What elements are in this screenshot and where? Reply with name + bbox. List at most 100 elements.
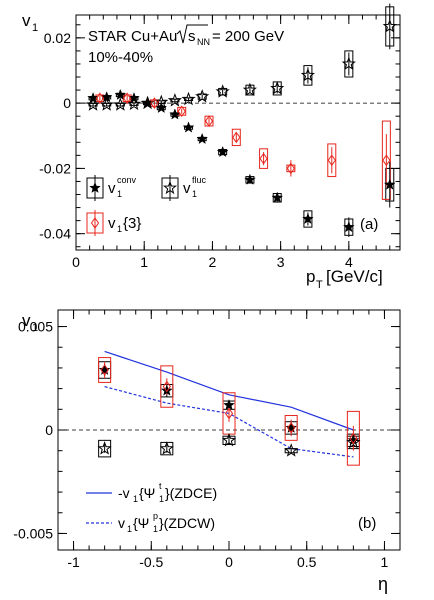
marker-conv	[216, 145, 229, 158]
marker-fluc	[159, 441, 174, 455]
legend-zdce-mid-sup: t	[159, 481, 162, 491]
panel-a-markers	[85, 18, 397, 233]
panel-a-axes: 0 1 2 3 4 -0.04 -0.02 0 0.02	[39, 15, 400, 270]
sys-box-v13	[98, 357, 112, 383]
sys-box-fluc	[98, 439, 112, 458]
legend-sub-v13: 1	[117, 224, 122, 234]
panel-b-axes: -1 -0.5 0 0.5 1 -0.005 0 0.005	[13, 310, 401, 570]
marker-v13	[123, 92, 132, 105]
marker-conv	[182, 121, 195, 133]
marker-v13	[327, 154, 336, 167]
marker-v13	[150, 97, 159, 109]
y-tick-label: 0.02	[44, 30, 71, 46]
x-tick-label: 3	[277, 254, 285, 270]
annotation-energy: = 200 GeV	[212, 28, 284, 45]
legend-item-zdce: -v 1 {Ψ t 1 }(ZDCE)	[86, 481, 217, 504]
marker-fluc	[346, 434, 361, 449]
marker-fluc	[215, 84, 230, 98]
x-tick-label: 0	[72, 254, 80, 270]
marker-conv	[271, 191, 284, 203]
marker-v13	[224, 407, 234, 420]
marker-conv	[302, 212, 314, 224]
x-tick-label: -1	[67, 554, 80, 570]
x-tick-label: -0.5	[139, 554, 163, 570]
marker-conv	[160, 384, 173, 396]
panel-a-label: (a)	[360, 216, 378, 233]
marker-conv	[114, 88, 127, 100]
marker-conv	[196, 132, 209, 145]
x-tick-label: 2	[209, 254, 217, 270]
legend-marker	[90, 217, 100, 229]
marker-v13	[232, 131, 241, 144]
panel-a-ylabel-sub: 1	[32, 22, 38, 34]
y-tick-label: -0.02	[39, 160, 71, 176]
marker-fluc	[167, 93, 182, 107]
panel-a-frame	[75, 14, 401, 251]
panel-a-xlabel-unit: [GeV/c]	[326, 267, 383, 286]
legend-marker-fluc	[161, 175, 179, 201]
marker-fluc	[97, 441, 112, 455]
marker-fluc	[195, 89, 210, 103]
marker-fluc	[341, 56, 356, 70]
legend-suffix-v13: {3}	[123, 215, 141, 232]
sys-box-conv	[303, 210, 313, 228]
panel-b-ylabel-sub: 1	[32, 322, 38, 334]
marker-fluc	[85, 97, 101, 111]
panel-b-xlabel: η	[378, 574, 388, 594]
panel-b-markers	[97, 363, 361, 457]
legend-item-zdcw: v 1 {Ψ p 1 }(ZDCW)	[86, 511, 215, 534]
annotation-centrality: 10%-40%	[88, 49, 153, 66]
legend-item-conv: v 1 conv	[86, 175, 137, 201]
legend-marker-v13	[86, 210, 104, 236]
panel-b-label: (b)	[358, 515, 376, 532]
legend-zdce-mid-sub: 1	[159, 494, 164, 504]
panel-a-xlabel-sub: T	[316, 279, 323, 291]
y-tick-label: -0.005	[13, 525, 53, 541]
legend-zdce-mid: {Ψ	[139, 485, 155, 501]
legend-label-conv: v	[108, 180, 116, 197]
legend-zdcw-mid-sub: 1	[153, 524, 158, 534]
marker-v13	[95, 92, 104, 105]
legend-zdcw-mid: {Ψ	[133, 515, 149, 531]
sys-box-v13	[284, 415, 298, 441]
marker-v13	[162, 380, 171, 393]
marker-fluc	[99, 97, 114, 111]
x-tick-label: 1	[381, 554, 389, 570]
marker-fluc	[382, 18, 397, 33]
x-tick-label: 0	[225, 554, 233, 570]
legend-label-fluc: v	[183, 180, 191, 197]
y-tick-label: 0	[63, 95, 71, 111]
marker-conv	[342, 220, 355, 233]
marker-fluc	[221, 432, 237, 447]
marker-v13	[177, 105, 186, 118]
legend-label-v13: v	[108, 215, 116, 232]
sqrt-symbol: s NN	[176, 24, 210, 47]
legend-marker	[89, 181, 101, 193]
panel-a-xlabel: p	[306, 267, 315, 286]
legend-sub-conv: 1	[117, 189, 122, 199]
marker-v13	[259, 152, 268, 165]
annotation-system: STAR Cu+Au	[88, 28, 177, 45]
marker-fluc	[113, 97, 128, 111]
marker-conv	[285, 421, 298, 433]
marker-fluc	[154, 94, 169, 109]
legend-zdcw-suffix: }(ZDCW)	[159, 515, 215, 531]
marker-conv	[155, 101, 168, 114]
legend-zdcw-sub: 1	[127, 524, 132, 534]
legend-sup-conv: conv	[117, 175, 137, 185]
marker-conv	[383, 178, 396, 190]
legend-marker	[162, 180, 178, 195]
y-tick-label: 0	[45, 422, 53, 438]
legend-item-v13: v 1 {3}	[86, 210, 141, 236]
panel-a-legend: v 1 conv v 1 fluc v 1 {3}	[86, 175, 207, 236]
x-tick-label: 4	[345, 254, 353, 270]
x-tick-label: 0.5	[297, 554, 317, 570]
marker-fluc	[270, 80, 285, 95]
legend-sup-fluc: fluc	[192, 175, 207, 185]
marker-fluc	[242, 82, 257, 97]
marker-v13	[204, 115, 214, 127]
legend-zdce-suffix: }(ZDCE)	[165, 485, 217, 501]
y-tick-label: 0.005	[18, 319, 53, 335]
marker-v13	[286, 162, 295, 175]
